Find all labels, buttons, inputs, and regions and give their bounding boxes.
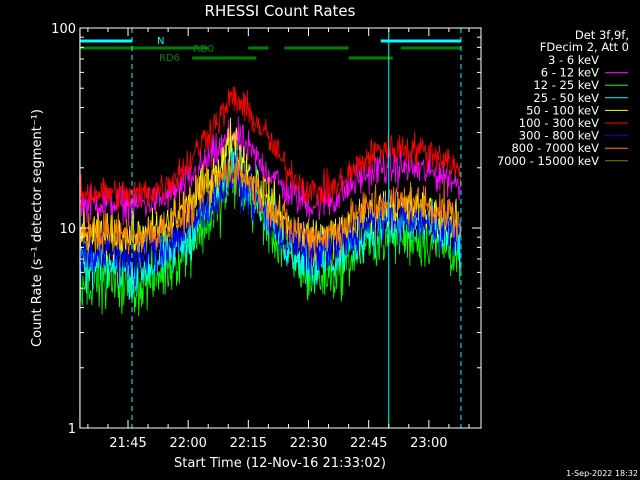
legend-header-2: FDecim 2, Att 0 (540, 40, 629, 54)
x-tick-label: 22:00 (169, 436, 206, 451)
series-line-5 (79, 86, 462, 213)
x-tick-label: 21:45 (109, 436, 146, 451)
legend-label: 800 - 7000 keV (511, 141, 599, 155)
legend-header-1: Det 3f,9f, (575, 28, 629, 42)
y-axis-label: Count Rate (s⁻¹ detector segment⁻¹) (30, 109, 45, 347)
legend-label: 7000 - 15000 keV (497, 154, 599, 168)
rd0-flag-label: RD0 (193, 44, 214, 55)
flag-lines: N RD0 RD6 (79, 28, 462, 428)
legend-label: 100 - 300 keV (519, 116, 599, 130)
x-tick-label: 22:30 (290, 436, 327, 451)
x-ticks: 21:45 22:00 22:15 22:30 22:45 23:00 (87, 28, 470, 451)
legend-label: 6 - 12 keV (541, 66, 599, 80)
series-line-7 (79, 150, 462, 263)
chart-title: RHESSI Count Rates (205, 2, 356, 20)
x-tick-label: 23:00 (410, 436, 447, 451)
rd6-flag-label: RD6 (159, 53, 180, 64)
legend-label: 12 - 25 keV (533, 78, 599, 92)
legend-label: 25 - 50 keV (533, 91, 599, 105)
plot-lines (79, 86, 462, 317)
y-tick-label: 10 (59, 222, 76, 237)
x-axis-label: Start Time (12-Nov-16 21:33:02) (174, 456, 386, 471)
x-tick-label: 22:15 (230, 436, 267, 451)
series-line-1 (79, 116, 462, 227)
y-tick-label: 1 (68, 422, 76, 437)
legend-label: 3 - 6 keV (548, 53, 599, 67)
x-tick-label: 22:45 (350, 436, 387, 451)
footer-date: 1-Sep-2022 18:32 (566, 469, 638, 478)
legend-label: 300 - 800 keV (519, 129, 599, 143)
n-flag-label: N (157, 36, 164, 47)
legend-label: 50 - 100 keV (526, 103, 599, 117)
y-ticks: 1 10 100 (51, 22, 481, 437)
y-tick-label: 100 (51, 22, 76, 37)
